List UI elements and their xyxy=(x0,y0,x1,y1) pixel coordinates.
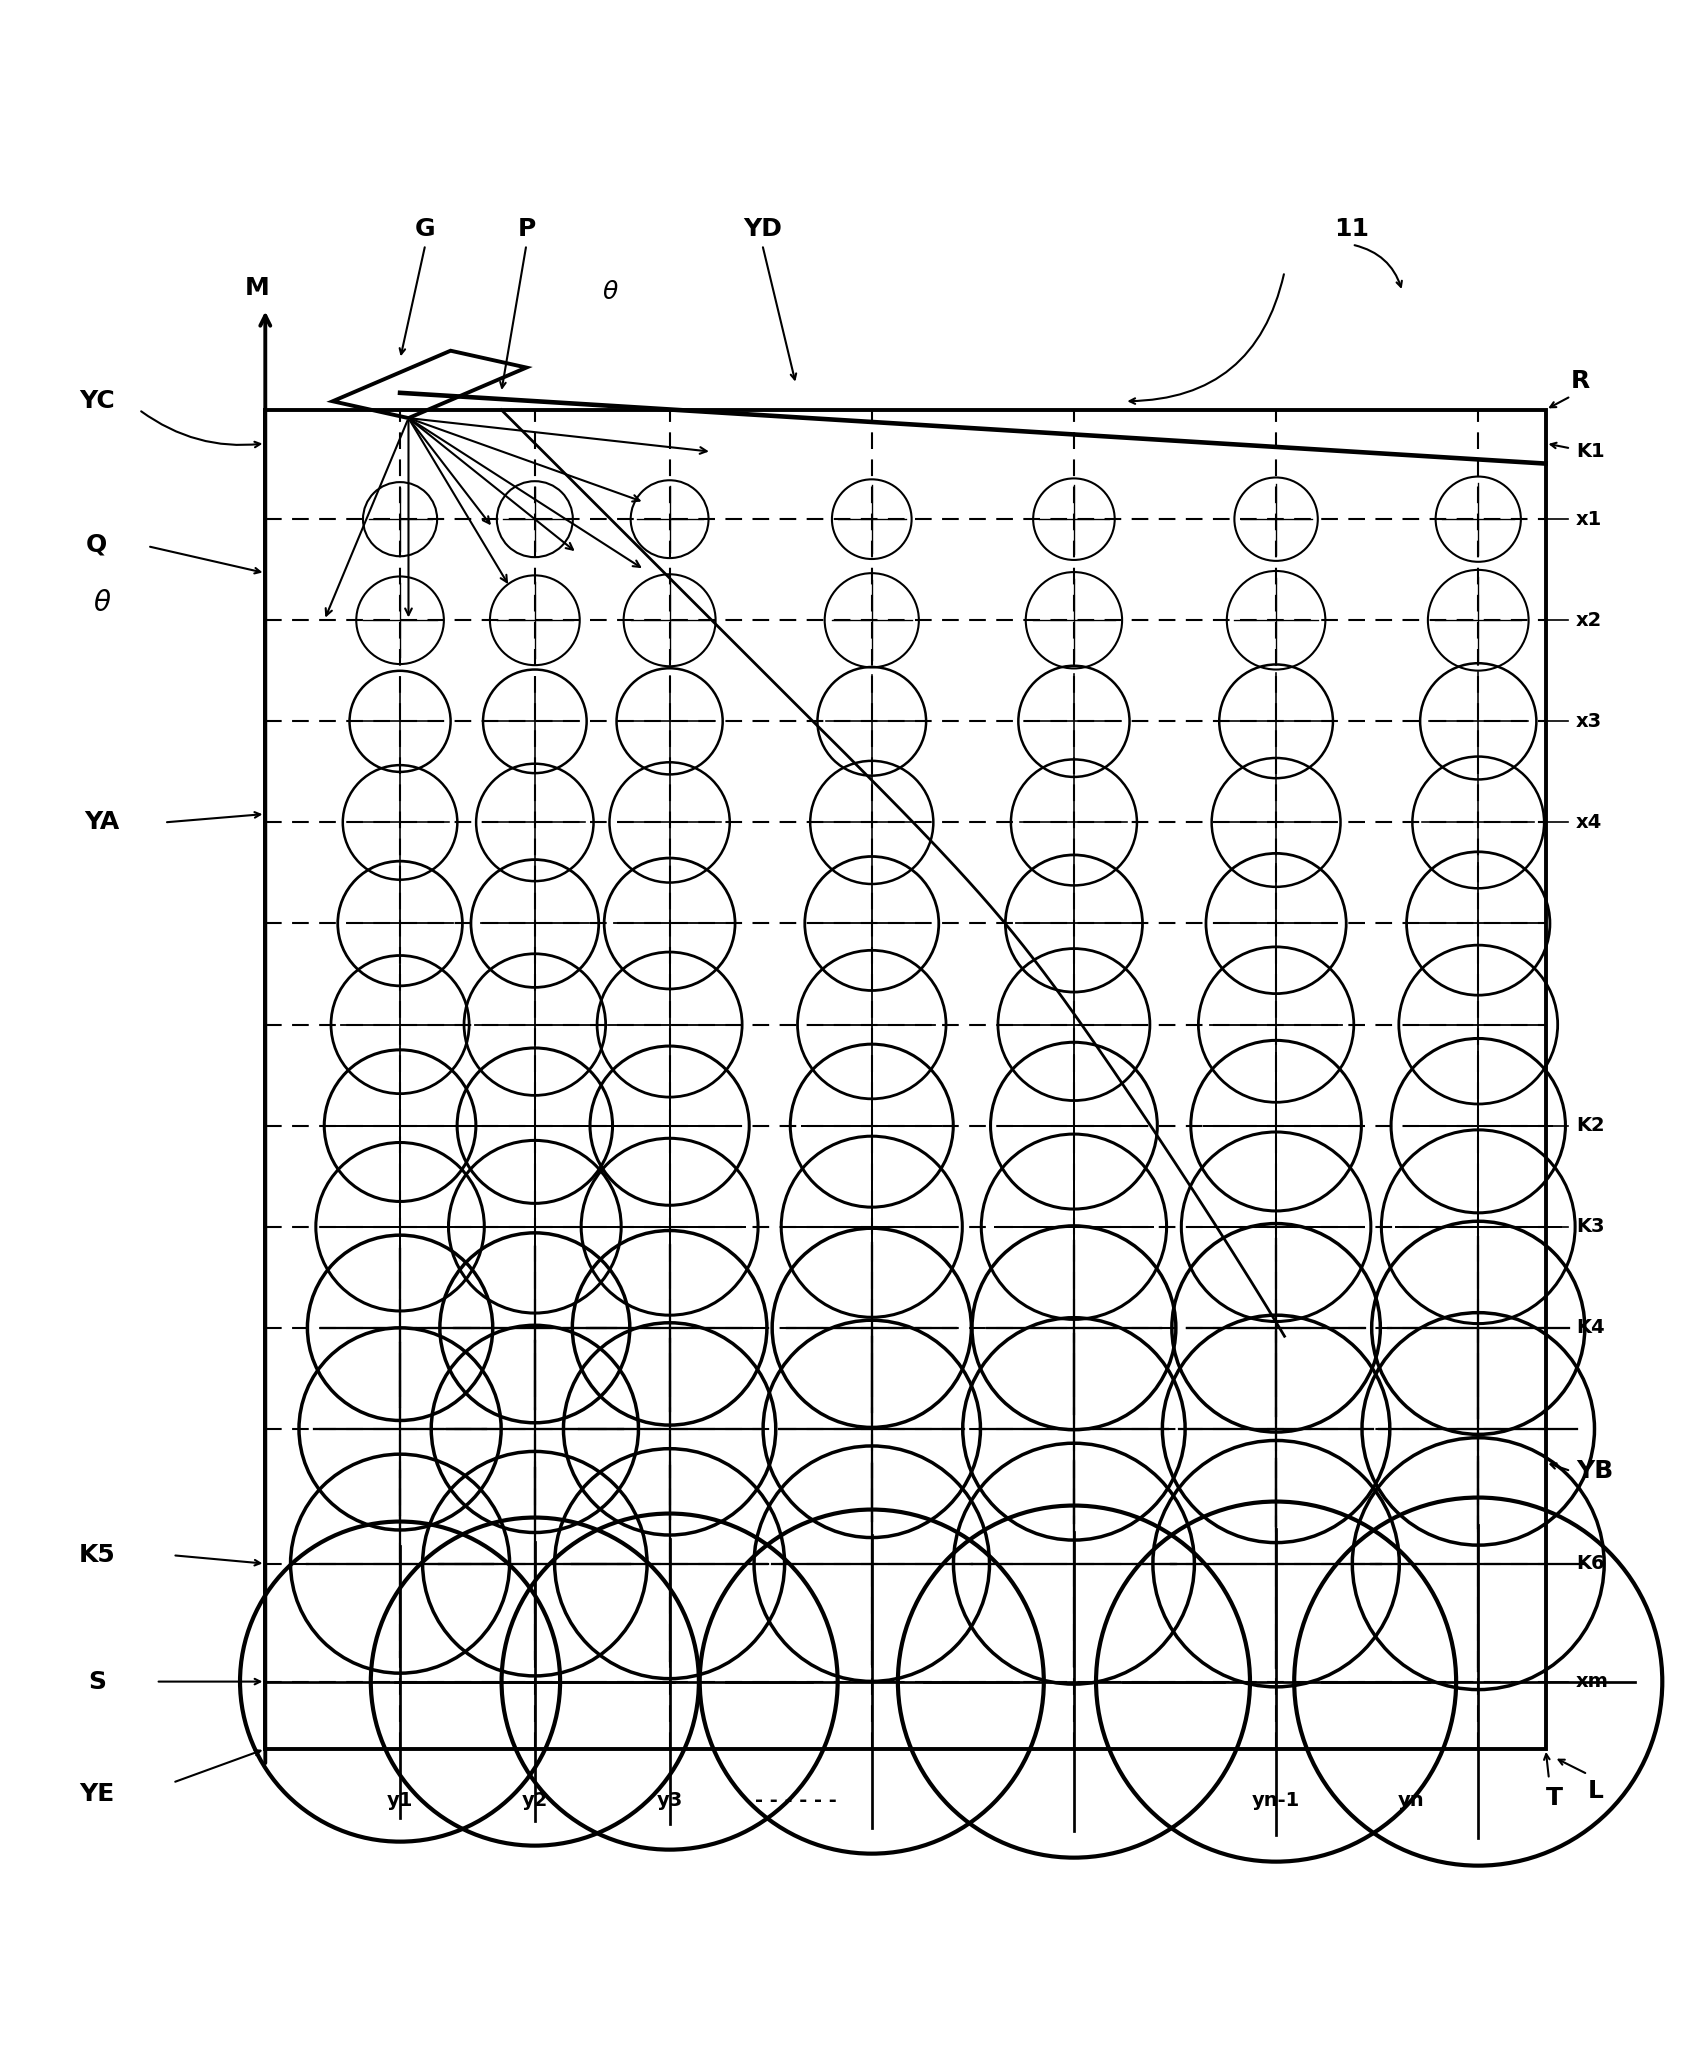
Text: M: M xyxy=(244,277,269,300)
Text: xm: xm xyxy=(1576,1671,1608,1692)
Text: yn-1: yn-1 xyxy=(1251,1791,1300,1810)
Text: - - - - - -: - - - - - - xyxy=(755,1791,836,1810)
Text: YC: YC xyxy=(80,388,115,413)
Text: K2: K2 xyxy=(1576,1116,1605,1134)
Text: R: R xyxy=(1571,370,1590,393)
Text: T: T xyxy=(1546,1785,1563,1810)
Text: P: P xyxy=(518,217,535,242)
Text: y3: y3 xyxy=(657,1791,682,1810)
Text: YB: YB xyxy=(1576,1459,1613,1483)
Text: $\theta$: $\theta$ xyxy=(93,589,112,618)
Text: y2: y2 xyxy=(521,1791,549,1810)
Text: yn: yn xyxy=(1397,1791,1424,1810)
Text: K4: K4 xyxy=(1576,1318,1605,1337)
Text: L: L xyxy=(1588,1779,1603,1804)
Text: YA: YA xyxy=(85,810,120,835)
Text: K3: K3 xyxy=(1576,1217,1605,1235)
Text: Q: Q xyxy=(86,533,107,556)
Text: x2: x2 xyxy=(1576,612,1602,630)
Text: K1: K1 xyxy=(1576,442,1605,461)
Text: YD: YD xyxy=(743,217,782,242)
Text: x3: x3 xyxy=(1576,713,1602,731)
Text: x1: x1 xyxy=(1576,510,1602,529)
Text: $\theta$: $\theta$ xyxy=(603,279,620,304)
Text: y1: y1 xyxy=(388,1791,413,1810)
Text: G: G xyxy=(415,217,435,242)
Text: 11: 11 xyxy=(1334,217,1370,242)
Text: x4: x4 xyxy=(1576,812,1602,833)
Text: S: S xyxy=(88,1669,107,1694)
Text: YE: YE xyxy=(80,1783,115,1806)
Text: K5: K5 xyxy=(78,1543,115,1568)
Text: K6: K6 xyxy=(1576,1554,1605,1572)
